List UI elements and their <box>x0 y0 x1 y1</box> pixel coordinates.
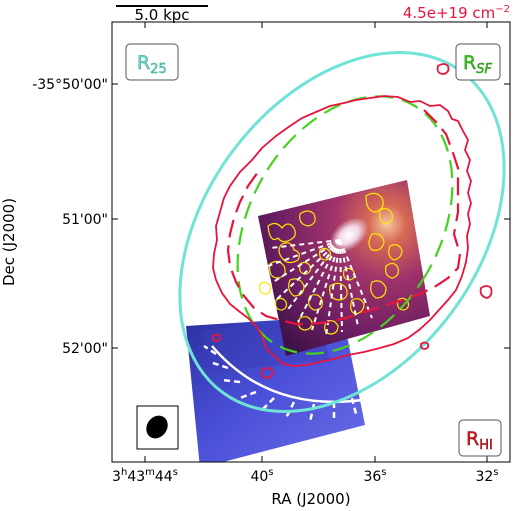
rsf-ellipse <box>236 95 454 355</box>
plot-frame <box>111 21 511 463</box>
beam-ellipse <box>146 415 168 439</box>
beam-inset <box>136 405 179 450</box>
x-axis-title: RA (J2000) <box>271 490 350 508</box>
contour-level-exponent: −2 <box>495 4 510 15</box>
contour-level-base: 4.5e+19 cm <box>403 4 495 22</box>
y-tick-label: 52'00" <box>62 341 108 357</box>
badge-r25-sub: 25 <box>150 62 167 77</box>
y-tick-label: -35°50'00" <box>32 77 108 93</box>
svg-text:R25: R25 <box>137 52 167 77</box>
badge-rsf: RSF <box>455 43 501 81</box>
svg-text:RSF: RSF <box>463 52 492 77</box>
badge-rsf-sub: SF <box>476 62 492 77</box>
svg-text:RHI: RHI <box>466 428 493 453</box>
badge-rsf-main: R <box>463 52 476 74</box>
y-axis-title: Dec (J2000) <box>0 198 18 286</box>
scale-bar-label: 5.0 kpc <box>134 6 189 24</box>
x-tick-label-1: 40s <box>250 467 273 485</box>
y-tick-labels: -35°50'00" 51'00" 52'00" <box>32 77 108 357</box>
badge-rhi-main: R <box>466 428 479 450</box>
halpha-radial-profile-lines <box>267 239 373 337</box>
badge-rhi-sub: HI <box>479 438 493 453</box>
y-tick-label: 51'00" <box>62 212 108 228</box>
x-tick-label-2: 36s <box>363 467 386 485</box>
x-tick-labels: 3h43m44s 40s 36s 32s <box>112 467 498 485</box>
x-tick-label-0: 3h43m44s <box>112 467 178 485</box>
star-formation-contours <box>259 192 410 335</box>
tick-marks <box>112 22 510 462</box>
x-tick-label-3: 32s <box>475 467 498 485</box>
hi-contour-fragments <box>211 63 493 379</box>
badge-r25-main: R <box>137 52 150 74</box>
badge-rhi: RHI <box>458 419 502 457</box>
hi-dashed-contour <box>226 109 462 326</box>
badge-r25: R25 <box>125 43 179 81</box>
contour-level-label: 4.5e+19 cm−2 <box>403 4 510 22</box>
hi-column-density-contour <box>212 95 472 367</box>
